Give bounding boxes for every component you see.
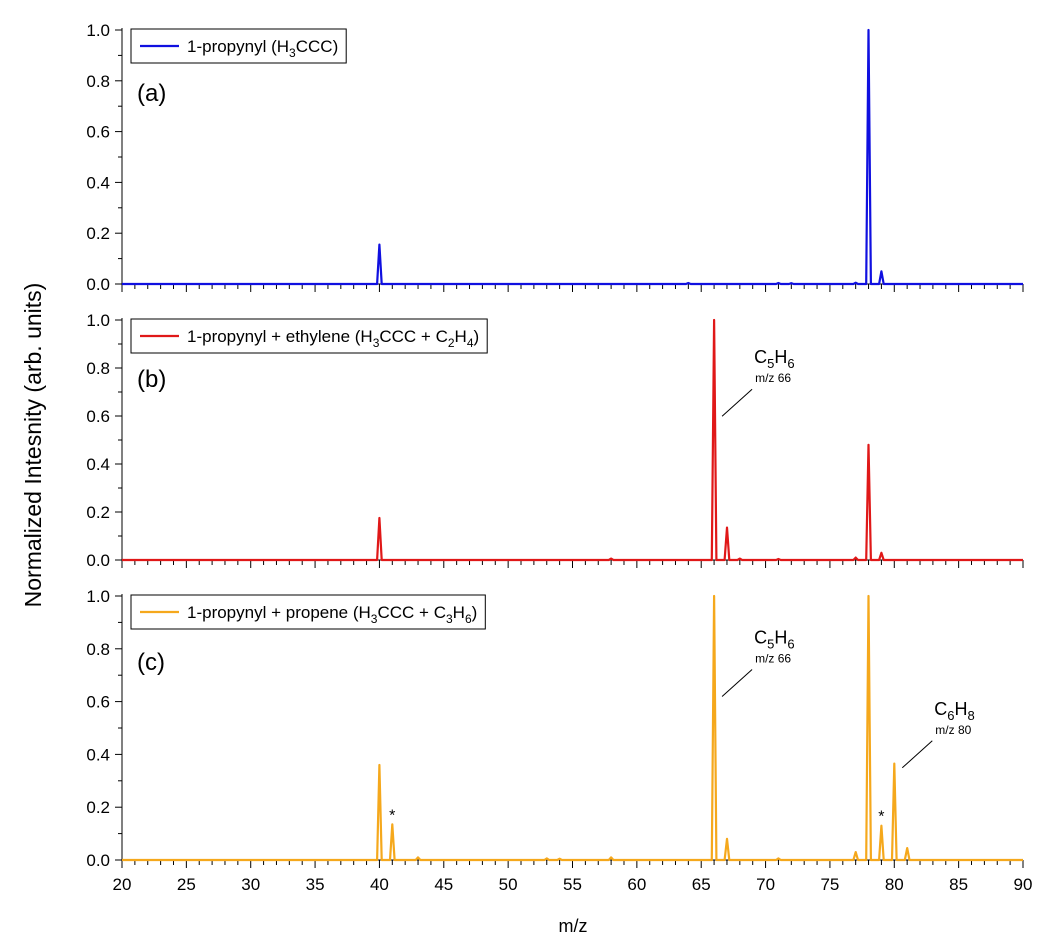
peak-point <box>378 764 381 766</box>
legend: 1-propynyl + ethylene (H3CCC + C2H4) <box>130 318 488 354</box>
x-tick-label: 45 <box>434 875 453 894</box>
panel-label: (a) <box>137 80 166 107</box>
peak-point <box>867 29 870 31</box>
peak-point <box>713 595 715 597</box>
x-tick-label: 70 <box>756 875 775 894</box>
peak-point <box>713 319 715 321</box>
peak-point <box>854 556 857 559</box>
spectrum-trace <box>122 318 1023 562</box>
annotation-leader <box>721 388 753 417</box>
peak-point <box>880 552 883 554</box>
peak-point <box>378 243 381 246</box>
x-tick-label: 80 <box>885 875 904 894</box>
panel-label: (b) <box>137 366 166 393</box>
peak-point <box>739 557 741 560</box>
peak-point <box>558 857 561 860</box>
peak-point <box>378 517 381 519</box>
peak-point <box>867 595 870 597</box>
panel-label: (c) <box>137 649 165 676</box>
x-tick-label: 20 <box>113 875 132 894</box>
y-tick-label: 0.4 <box>86 455 110 474</box>
y-tick-label: 0.6 <box>86 123 110 142</box>
y-tick-label: 0.8 <box>86 640 110 659</box>
peak-point <box>391 823 394 826</box>
legend-entry: 1-propynyl + propene (H3CCC + C3H6) <box>187 603 477 626</box>
peak-point <box>880 270 883 273</box>
x-axis-title: m/z <box>559 916 588 936</box>
peak-point <box>417 856 419 859</box>
peak-point <box>906 847 908 849</box>
y-tick-label: 0.4 <box>86 745 110 764</box>
panels: 0.00.20.40.60.81.01-propynyl (H3CCC)(a)0… <box>86 21 1024 870</box>
x-tick-label: 90 <box>1014 875 1033 894</box>
peak-point <box>790 282 793 285</box>
peak-point <box>867 444 870 446</box>
spectrum-trace <box>122 28 1023 286</box>
peak-point <box>726 838 728 840</box>
peak-point <box>777 857 780 860</box>
y-tick-label: 0.8 <box>86 72 110 91</box>
annotation-leader <box>901 740 933 769</box>
y-tick-label: 0.4 <box>86 173 110 192</box>
y-tick-label: 0.2 <box>86 798 110 817</box>
star-marker: * <box>878 809 884 826</box>
y-tick-label: 0.0 <box>86 851 110 870</box>
peak-point <box>545 857 548 860</box>
spectrum-trace <box>122 594 1023 862</box>
peak-point <box>777 558 780 560</box>
y-tick-label: 0.2 <box>86 503 110 522</box>
annotation-leader <box>721 669 753 697</box>
annotation-formula: C5H6 <box>754 347 794 371</box>
x-tick-label: 60 <box>627 875 646 894</box>
legend: 1-propynyl (H3CCC) <box>130 28 347 64</box>
x-tick-label: 55 <box>563 875 582 894</box>
x-tick-label: 30 <box>241 875 260 894</box>
x-tick-label: 85 <box>949 875 968 894</box>
panel-2: 0.0 0.2 0.4 0.6 0.8 1.0 1-propynyl + ethylene … <box>86 311 1024 570</box>
legend: 1-propynyl + propene (H3CCC + C3H6) <box>130 594 486 630</box>
peak-point <box>880 824 883 827</box>
annotation-formula: C5H6 <box>754 628 794 652</box>
y-tick-label: 0.8 <box>86 359 110 378</box>
peak-point <box>854 851 857 853</box>
peak-point <box>854 281 857 284</box>
x-tick-label: 40 <box>370 875 389 894</box>
peak-point <box>610 856 612 859</box>
peak-point <box>610 557 612 560</box>
x-tick-label: 25 <box>177 875 196 894</box>
annotation-mz: m/z 66 <box>755 371 791 385</box>
x-tick-label: 75 <box>820 875 839 894</box>
x-tick-label: 35 <box>306 875 325 894</box>
annotation-mz: m/z 80 <box>935 723 971 737</box>
legend-box <box>130 318 488 354</box>
annotation-mz: m/z 66 <box>755 652 791 666</box>
x-tick-label: 65 <box>692 875 711 894</box>
y-tick-label: 0.2 <box>86 224 110 243</box>
y-tick-label: 1.0 <box>86 21 110 40</box>
annotation-formula: C6H8 <box>934 699 974 723</box>
peak-point <box>726 526 728 529</box>
peak-point <box>687 282 690 284</box>
star-marker: * <box>389 807 395 824</box>
panel-1: 0.0 0.2 0.4 0.6 0.8 1.0 1-propynyl (H3CCC) (a) <box>86 21 1024 294</box>
x-axis: 20 25 30 35 40 45 50 55 60 65 70 75 80 85 90 <box>113 875 1033 894</box>
legend-entry: 1-propynyl + ethylene (H3CCC + C2H4) <box>187 327 479 350</box>
y-tick-label: 0.6 <box>86 693 110 712</box>
peak-point <box>777 282 780 284</box>
panel-3: 0.0 0.2 0.4 0.6 0.8 1.0 1-propynyl + propene (… <box>86 587 1024 870</box>
y-tick-label: 1.0 <box>86 311 110 330</box>
y-tick-label: 0.6 <box>86 407 110 426</box>
peak-point <box>893 762 896 765</box>
y-tick-label: 0.0 <box>86 551 110 570</box>
y-tick-label: 1.0 <box>86 587 110 606</box>
legend-entry: 1-propynyl (H3CCC) <box>187 37 338 60</box>
y-axis-title: Normalized Intesnity (arb. units) <box>20 283 46 608</box>
legend-box <box>130 594 486 630</box>
y-tick-label: 0.0 <box>86 275 110 294</box>
x-tick-label: 50 <box>499 875 518 894</box>
